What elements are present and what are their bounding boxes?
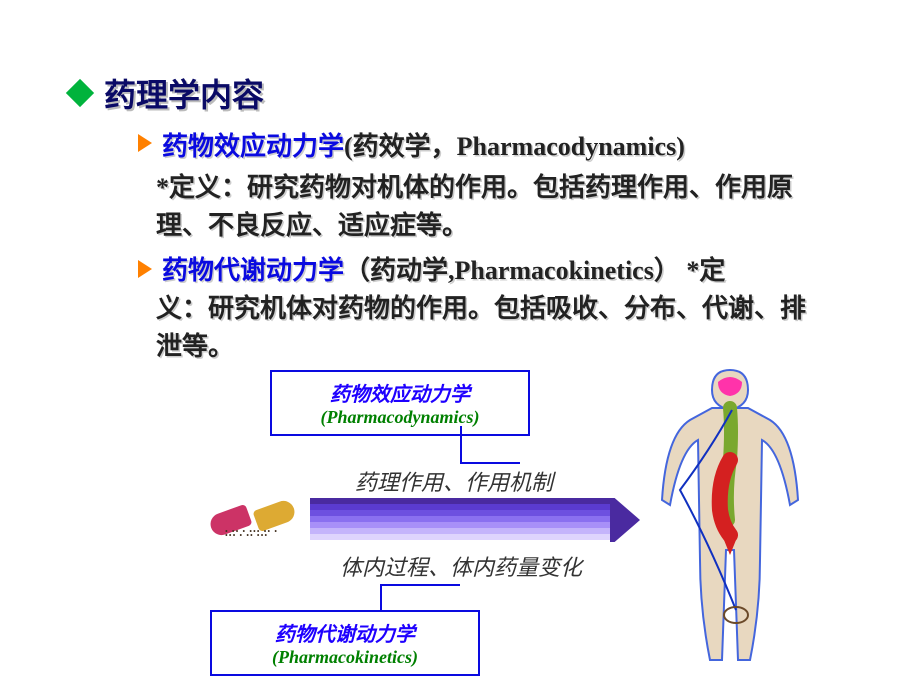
box-pharmacodynamics: 药物效应动力学 (Pharmacodynamics) [270,370,530,436]
slide-content: 药理学内容 药物效应动力学(药效学，Pharmacodynamics) *定义：… [0,0,920,365]
section2-body-rest: 义：研究机体对药物的作用。包括吸收、分布、代谢、排泄等。 [156,290,810,365]
section2-paren: （药动学,Pharmacokinetics） [344,256,680,285]
diagram-label-top: 药理作用、作用机制 [355,465,553,497]
diamond-bullet-icon [66,79,94,107]
section1-paren: (药效学，Pharmacodynamics) [344,132,685,161]
box-bottom-en: (Pharmacokinetics) [212,647,478,668]
section2-body-inline: *定 [680,256,726,285]
section1-title: 药物效应动力学 [162,132,344,161]
section1-title-wrap: 药物效应动力学(药效学，Pharmacodynamics) [162,126,685,163]
box-pharmacokinetics: 药物代谢动力学 (Pharmacokinetics) [210,610,480,676]
connector-top [460,426,462,462]
section1-body: *定义：研究药物对机体的作用。包括药理作用、作用原理、不良反应、适应症等。 [156,169,810,244]
box-top-cn: 药物效应动力学 [272,378,528,407]
diagram-area: 药物效应动力学 (Pharmacodynamics) 药理作用、作用机制 体内过… [180,370,820,680]
section2-content: 药物代谢动力学（药动学,Pharmacokinetics） *定 [162,252,725,290]
heading-text: 药理学内容 [104,70,264,116]
section1-title-row: 药物效应动力学(药效学，Pharmacodynamics) [138,126,860,163]
connector-bottom-h [380,584,460,586]
section2-row: 药物代谢动力学（药动学,Pharmacokinetics） *定 [138,252,810,290]
triangle-bullet-icon [138,260,152,278]
connector-bottom [380,584,382,612]
heading-row: 药理学内容 [60,70,860,116]
capsule-icon: • •• • ••• •• • ••• • •• ••• [200,500,310,570]
section2-title: 药物代谢动力学 [162,256,344,285]
arrow-gradient-icon [310,498,640,542]
triangle-bullet-icon [138,134,152,152]
box-top-en: (Pharmacodynamics) [272,407,528,428]
connector-top-h [460,462,520,464]
box-bottom-cn: 药物代谢动力学 [212,618,478,647]
human-body-icon [640,360,820,680]
diagram-label-bottom: 体内过程、体内药量变化 [340,550,582,582]
